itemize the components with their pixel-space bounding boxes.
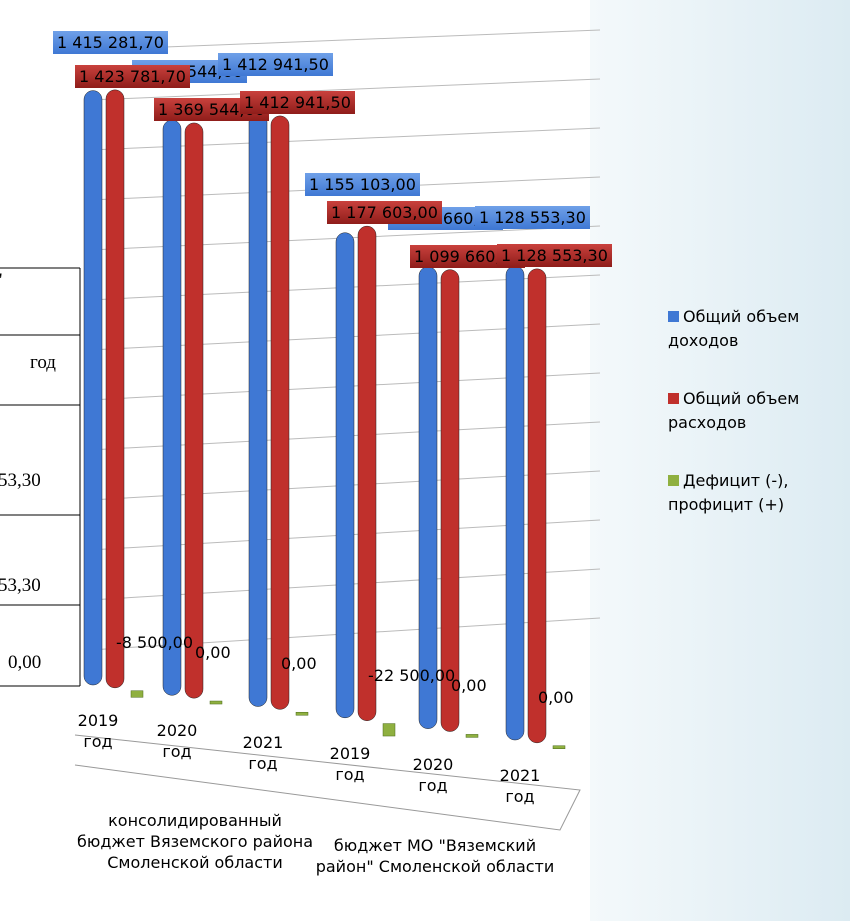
legend-text: Общий объем расходов xyxy=(668,389,800,432)
bar xyxy=(357,225,377,721)
value-label: 1 177 603,00 xyxy=(327,201,442,225)
bar xyxy=(270,115,290,710)
grid-line xyxy=(89,29,601,51)
legend-item: Дефицит (-), профицит (+) xyxy=(668,469,848,517)
legend-swatch xyxy=(668,311,679,322)
value-label: 1 412 941,50 xyxy=(218,53,333,77)
bar xyxy=(465,734,479,738)
bar xyxy=(209,700,223,705)
axis-box xyxy=(74,734,581,831)
legend-text: Дефицит (-), профицит (+) xyxy=(668,471,789,514)
table-cell: год xyxy=(30,352,56,373)
bar xyxy=(83,90,103,686)
value-label: 0,00 xyxy=(195,643,231,663)
x-tick-label: 2020 год xyxy=(156,721,198,762)
bar xyxy=(552,745,566,749)
bar xyxy=(295,711,309,716)
group-label: бюджет МО "Вяземский район" Смоленской о… xyxy=(315,836,555,876)
legend-item: Общий объем доходов xyxy=(668,305,848,353)
value-label: 1 415 281,70 xyxy=(53,30,168,54)
x-tick-label: 2019 год xyxy=(329,743,371,784)
value-label: 1 423 781,70 xyxy=(75,64,190,88)
value-label: 0,00 xyxy=(538,687,574,707)
bar xyxy=(105,89,125,689)
legend-swatch xyxy=(668,393,679,404)
bar xyxy=(418,266,438,729)
value-label: 0,00 xyxy=(451,676,487,696)
table-cell: " xyxy=(0,270,3,292)
table-cell: 53,30 xyxy=(0,470,41,491)
legend-text: Общий объем доходов xyxy=(668,307,800,350)
bar xyxy=(130,690,144,698)
value-label: 1 099 660,20 xyxy=(410,244,525,268)
legend-item: Общий объем расходов xyxy=(668,387,848,435)
group-label: консолидированный бюджет Вяземского райо… xyxy=(76,811,314,872)
bar xyxy=(248,112,268,707)
background xyxy=(590,0,850,921)
value-label: 1 412 941,50 xyxy=(240,90,355,114)
value-label: 1 128 553,30 xyxy=(497,243,612,267)
grid-line xyxy=(89,78,601,101)
bar xyxy=(382,723,396,737)
table-cell: 0,00 xyxy=(8,652,42,673)
value-label: -22 500,00 xyxy=(368,665,456,685)
bar xyxy=(505,265,525,741)
value-label: 1 155 103,00 xyxy=(305,172,420,196)
legend-swatch xyxy=(668,475,679,486)
x-tick-label: 2019 год xyxy=(77,711,119,751)
x-tick-label: 2020 год xyxy=(412,754,454,795)
bar xyxy=(527,268,547,744)
bar xyxy=(184,122,204,699)
bar xyxy=(162,119,182,696)
bar xyxy=(440,269,460,732)
table-cell: 53,30 xyxy=(0,575,41,596)
value-label: 0,00 xyxy=(281,654,317,674)
x-tick-label: 2021 год xyxy=(499,766,541,806)
x-tick-label: 2021 год xyxy=(242,732,284,773)
value-label: -8 500,00 xyxy=(116,632,194,652)
value-label: 1 128 553,30 xyxy=(475,206,590,229)
bar xyxy=(335,232,355,719)
